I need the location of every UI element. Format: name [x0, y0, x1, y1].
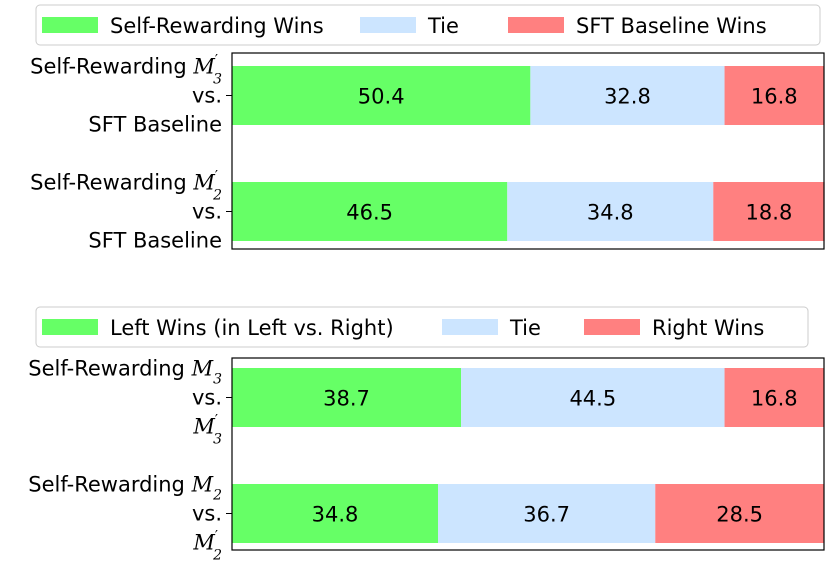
math-symbol: M — [192, 171, 215, 195]
legend-swatch — [360, 17, 416, 33]
axes-frame — [231, 52, 825, 250]
chart-panel-top: Self-Rewarding Wins Tie SFT Baseline Wins 5… — [30, 4, 825, 253]
legend-frame — [35, 306, 809, 348]
data-label: 16.8 — [751, 85, 798, 109]
tick-label-text: vs. — [192, 84, 222, 108]
data-label: 18.8 — [746, 201, 793, 225]
bar-segment — [507, 182, 714, 241]
math-symbol: M — [191, 473, 214, 497]
bar-segment — [724, 368, 824, 427]
data-label: 46.5 — [346, 201, 393, 225]
legend-label: Tie — [427, 14, 459, 38]
axes-frame — [231, 357, 825, 551]
bar-segment — [438, 484, 656, 543]
chart-panel-bottom: Left Wins (in Left vs. Right) Tie Right Wi… — [28, 306, 825, 561]
bar-segment — [232, 368, 462, 427]
prime-mark: ′ — [215, 169, 218, 185]
legend-swatch — [442, 319, 498, 335]
y-tick-label: Self-Rewarding M′2​ — [30, 169, 222, 204]
subscript: 2 — [212, 548, 222, 561]
tick-label-text: vs. — [192, 502, 222, 526]
tick-label-text: Self-Rewarding — [28, 473, 191, 497]
y-tick-label: SFT Baseline — [88, 229, 222, 253]
tick-label-text: SFT Baseline — [88, 113, 222, 137]
bar-segment — [232, 182, 508, 241]
data-label: 28.5 — [716, 503, 763, 527]
data-label: 16.8 — [751, 387, 798, 411]
legend-label: Left Wins (in Left vs. Right) — [110, 316, 394, 340]
math-symbol: M — [191, 357, 214, 381]
tick-label-text: vs. — [192, 200, 222, 224]
legend-swatch — [584, 319, 640, 335]
prime-mark: ′ — [215, 53, 218, 69]
tick-label-text: Self-Rewarding — [28, 357, 191, 381]
tick-label-text: SFT Baseline — [88, 229, 222, 253]
y-tick-label: Self-Rewarding M3​ — [28, 357, 222, 388]
y-tick-label: Self-Rewarding M2​ — [28, 473, 222, 504]
bar-segment — [530, 66, 725, 125]
tick-label-text: vs. — [192, 386, 222, 410]
prime-mark: ′ — [215, 529, 218, 545]
legend-swatch — [42, 319, 98, 335]
legend-swatch — [42, 17, 98, 33]
y-tick-label: SFT Baseline — [88, 113, 222, 137]
y-tick-label: Self-Rewarding M′3​ — [30, 53, 222, 88]
legend-swatch — [508, 17, 564, 33]
legend: Self-Rewarding Wins Tie SFT Baseline Wins — [35, 4, 821, 46]
subscript: 2 — [212, 488, 222, 504]
bar-segment — [655, 484, 824, 543]
data-label: 36.7 — [523, 503, 570, 527]
bar-segment — [461, 368, 725, 427]
tick-label-text: Self-Rewarding — [30, 171, 193, 195]
bar-segment — [232, 66, 531, 125]
y-tick-label: M′2​ — [192, 529, 222, 561]
legend-label: SFT Baseline Wins — [576, 14, 767, 38]
math-symbol: M — [192, 415, 215, 439]
data-label: 34.8 — [587, 201, 634, 225]
legend: Left Wins (in Left vs. Right) Tie Right Wi… — [35, 306, 809, 348]
legend-frame — [35, 4, 821, 46]
legend-label: Right Wins — [652, 316, 764, 340]
y-tick-label: vs. — [192, 84, 222, 108]
subscript: 3 — [213, 432, 222, 448]
legend-label: Self-Rewarding Wins — [110, 14, 324, 38]
math-symbol: M — [192, 55, 215, 79]
bar-segment — [232, 484, 439, 543]
prime-mark: ′ — [215, 413, 218, 429]
data-label: 50.4 — [358, 85, 405, 109]
subscript: 3 — [213, 72, 222, 88]
data-label: 38.7 — [323, 387, 370, 411]
y-tick-label: vs. — [192, 502, 222, 526]
data-label: 34.8 — [312, 503, 359, 527]
data-label: 32.8 — [604, 85, 651, 109]
y-tick-label: M′3​ — [192, 413, 222, 448]
data-label: 44.5 — [569, 387, 616, 411]
bar-segment — [724, 66, 824, 125]
y-tick-label: vs. — [192, 200, 222, 224]
tick-label-text: Self-Rewarding — [30, 55, 193, 79]
bar-segment — [713, 182, 825, 241]
subscript: 3 — [213, 372, 222, 388]
subscript: 2 — [212, 188, 222, 204]
legend-label: Tie — [509, 316, 541, 340]
y-tick-label: vs. — [192, 386, 222, 410]
math-symbol: M — [192, 531, 215, 555]
